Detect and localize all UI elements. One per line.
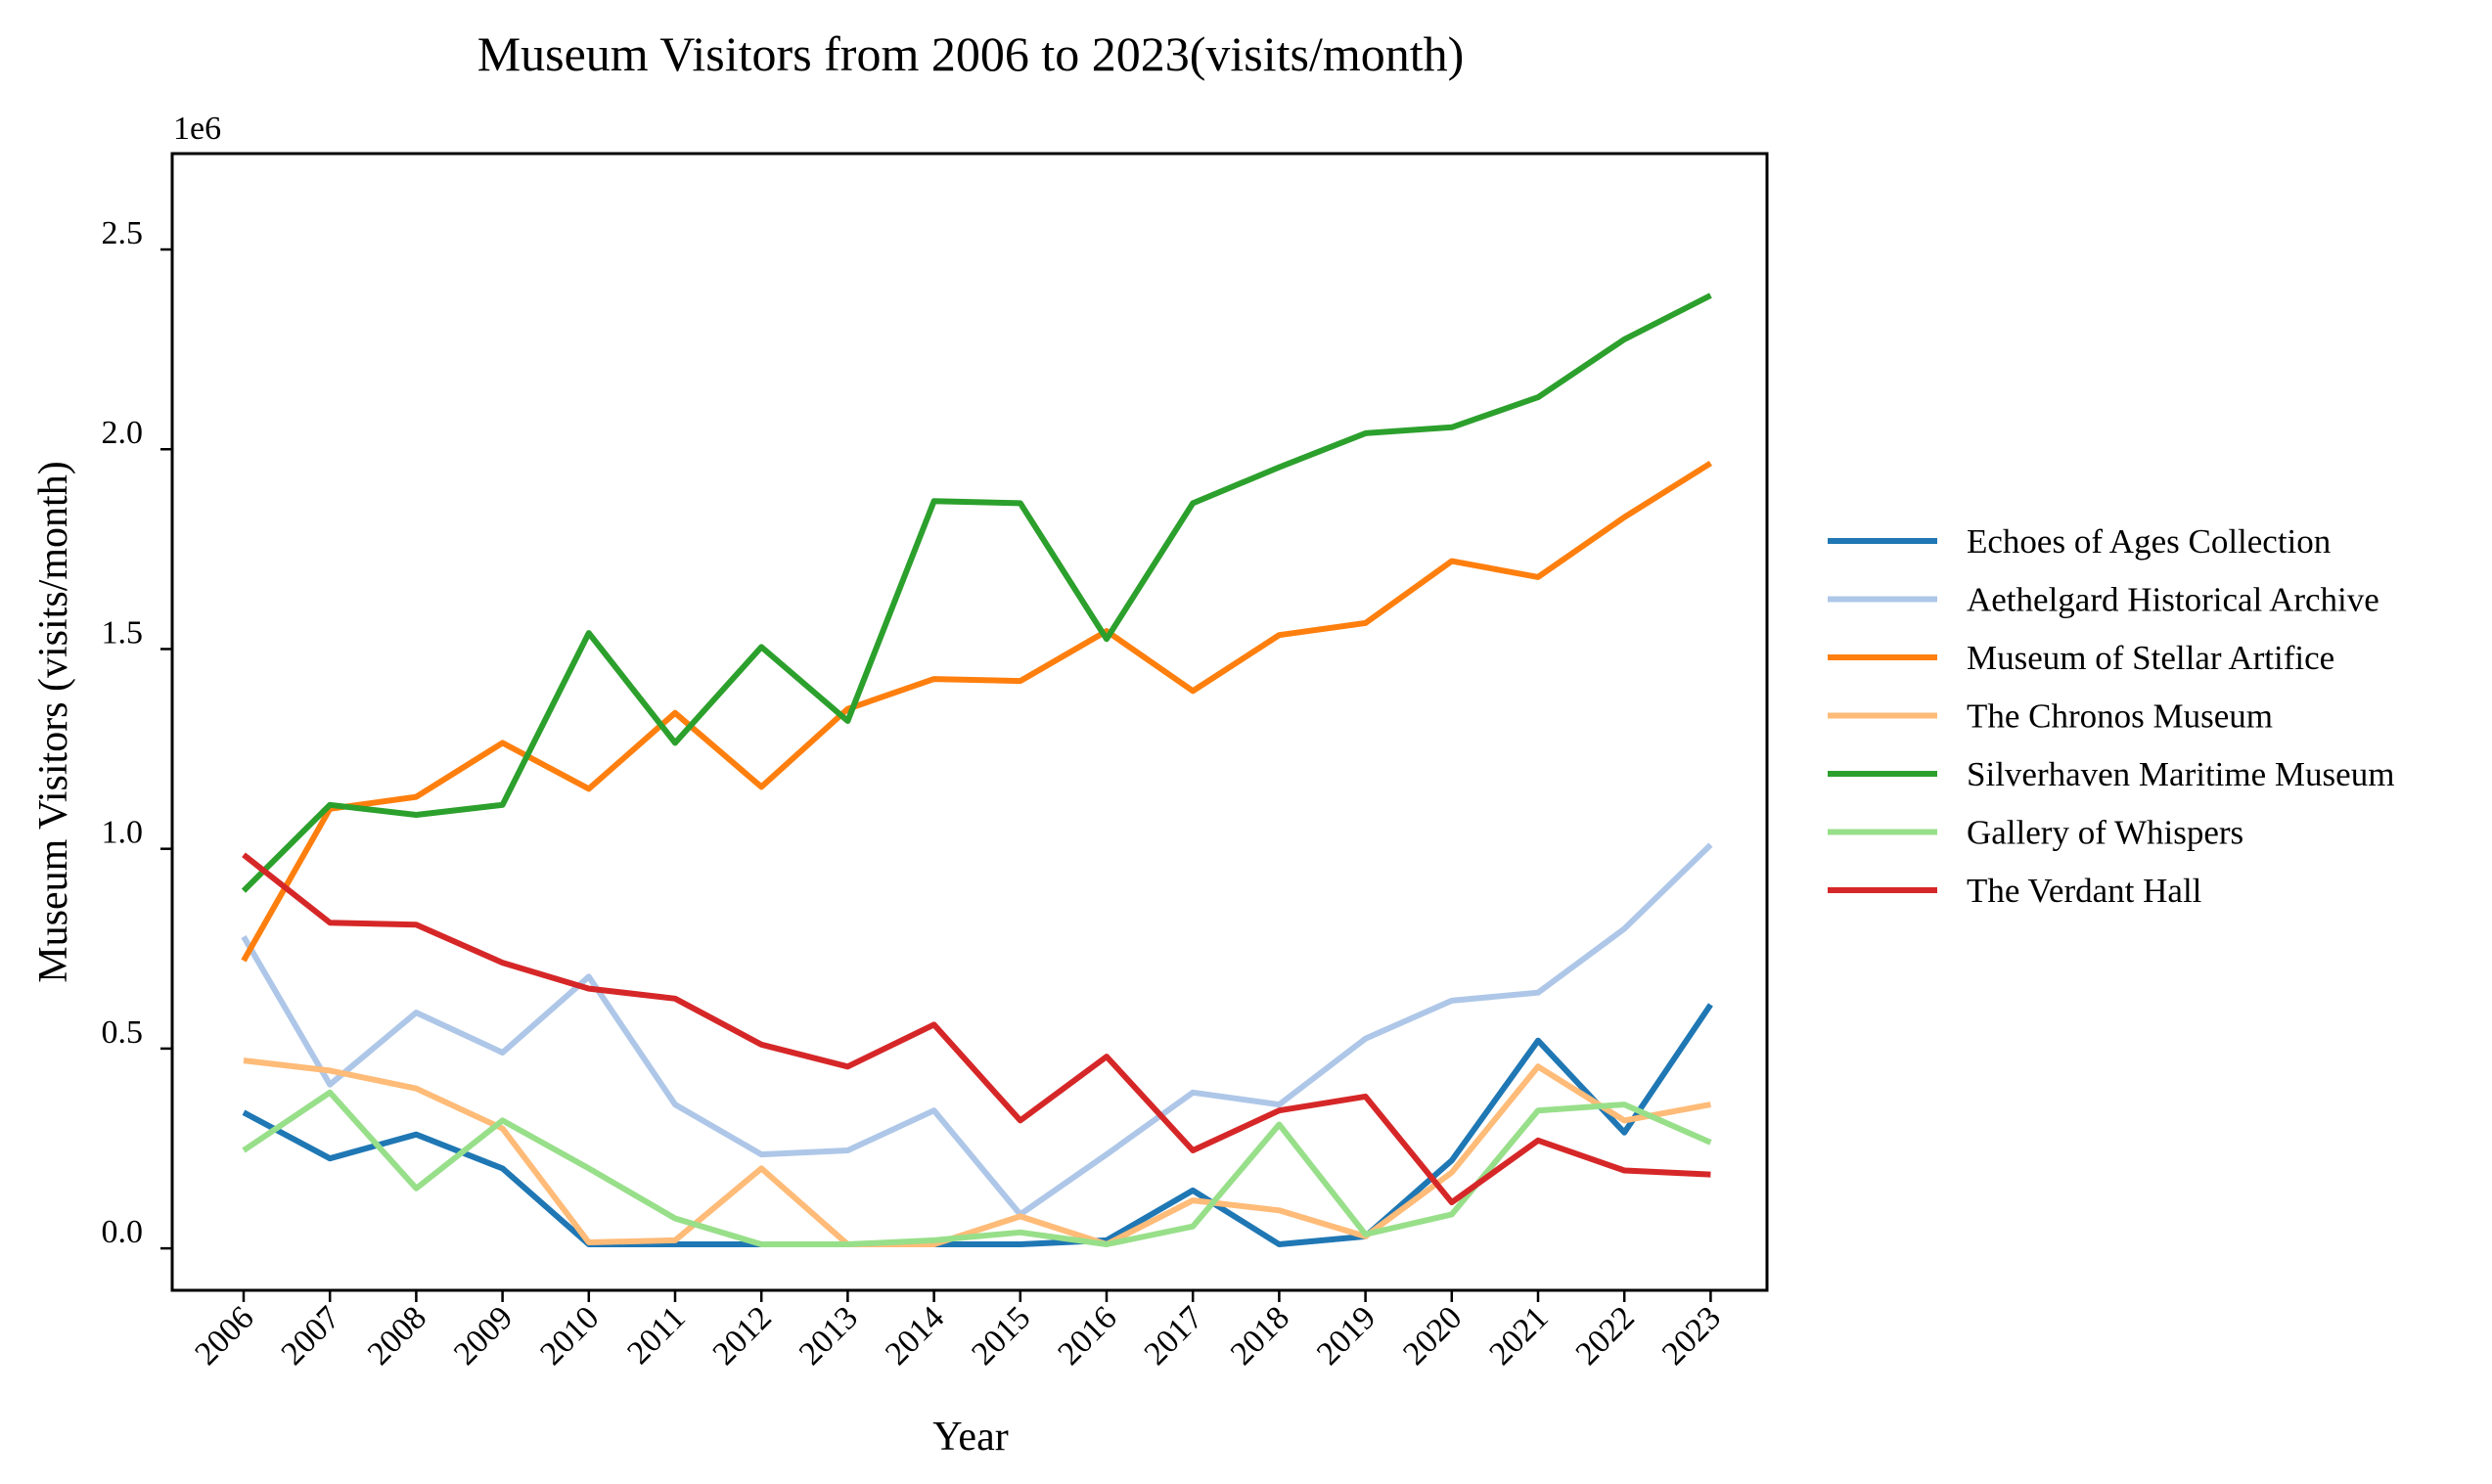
chart-title: Museum Visitors from 2006 to 2023(visits… bbox=[477, 26, 1465, 81]
series-line-1 bbox=[242, 1003, 1713, 1247]
legend-entry-label: Gallery of Whispers bbox=[1967, 814, 2243, 852]
y-axis-multiplier: 1e6 bbox=[173, 111, 221, 147]
y-tick-label: 2.5 bbox=[102, 215, 144, 251]
y-axis-ticks: 0.0 0.5 1.0 1.5 2.0 2.5 bbox=[102, 215, 172, 1250]
plot-area-frame bbox=[170, 152, 1769, 1292]
x-tick-label: 2019 bbox=[1310, 1299, 1382, 1372]
y-tick-label: 1.0 bbox=[102, 815, 144, 851]
x-tick-label: 2015 bbox=[965, 1299, 1037, 1372]
x-axis-label: Year bbox=[932, 1415, 1008, 1460]
legend-entry-label: The Chronos Museum bbox=[1967, 697, 2273, 736]
x-axis-ticks: 2006 2007 2008 2009 2010 2011 2012 2013 2014 2015… bbox=[188, 1290, 1728, 1372]
x-tick-label: 2023 bbox=[1655, 1299, 1728, 1372]
legend: Echoes of Ages Collection Aethelgard Hist… bbox=[1828, 522, 2394, 910]
legend-entry-label: The Verdant Hall bbox=[1967, 872, 2202, 910]
x-tick-label: 2013 bbox=[793, 1299, 865, 1372]
series-line-7 bbox=[242, 852, 1711, 1206]
x-tick-label: 2008 bbox=[361, 1299, 433, 1372]
y-tick-label: 0.5 bbox=[102, 1014, 144, 1051]
x-tick-label: 2018 bbox=[1224, 1299, 1296, 1372]
x-tick-label: 2011 bbox=[620, 1299, 692, 1371]
legend-entry-label: Museum of Stellar Artifice bbox=[1967, 639, 2334, 677]
y-axis-label: Museum Visitors (visits/month) bbox=[31, 461, 76, 982]
series-line-6 bbox=[242, 1089, 1712, 1247]
series-lines bbox=[241, 292, 1713, 1247]
series-line-5 bbox=[241, 292, 1712, 893]
y-tick-label: 0.0 bbox=[102, 1214, 144, 1250]
x-tick-label: 2021 bbox=[1482, 1299, 1555, 1372]
x-tick-label: 2016 bbox=[1051, 1299, 1123, 1372]
x-tick-label: 2012 bbox=[706, 1299, 779, 1372]
x-tick-label: 2010 bbox=[533, 1299, 606, 1372]
x-tick-label: 2022 bbox=[1569, 1299, 1642, 1372]
series-line-4 bbox=[243, 1057, 1711, 1247]
y-tick-label: 2.0 bbox=[102, 415, 144, 451]
x-tick-label: 2009 bbox=[447, 1299, 520, 1372]
series-line-2 bbox=[241, 842, 1713, 1218]
legend-entry-label: Silverhaven Maritime Museum bbox=[1967, 755, 2394, 793]
series-line-3 bbox=[241, 460, 1712, 963]
y-tick-label: 1.5 bbox=[102, 614, 144, 651]
x-tick-label: 2020 bbox=[1396, 1299, 1469, 1372]
x-tick-label: 2017 bbox=[1138, 1299, 1210, 1372]
x-tick-label: 2014 bbox=[879, 1299, 951, 1372]
legend-entry-label: Aethelgard Historical Archive bbox=[1967, 581, 2379, 619]
legend-entry-label: Echoes of Ages Collection bbox=[1967, 522, 2331, 561]
x-tick-label: 2007 bbox=[275, 1299, 347, 1372]
x-tick-label: 2006 bbox=[188, 1299, 260, 1372]
